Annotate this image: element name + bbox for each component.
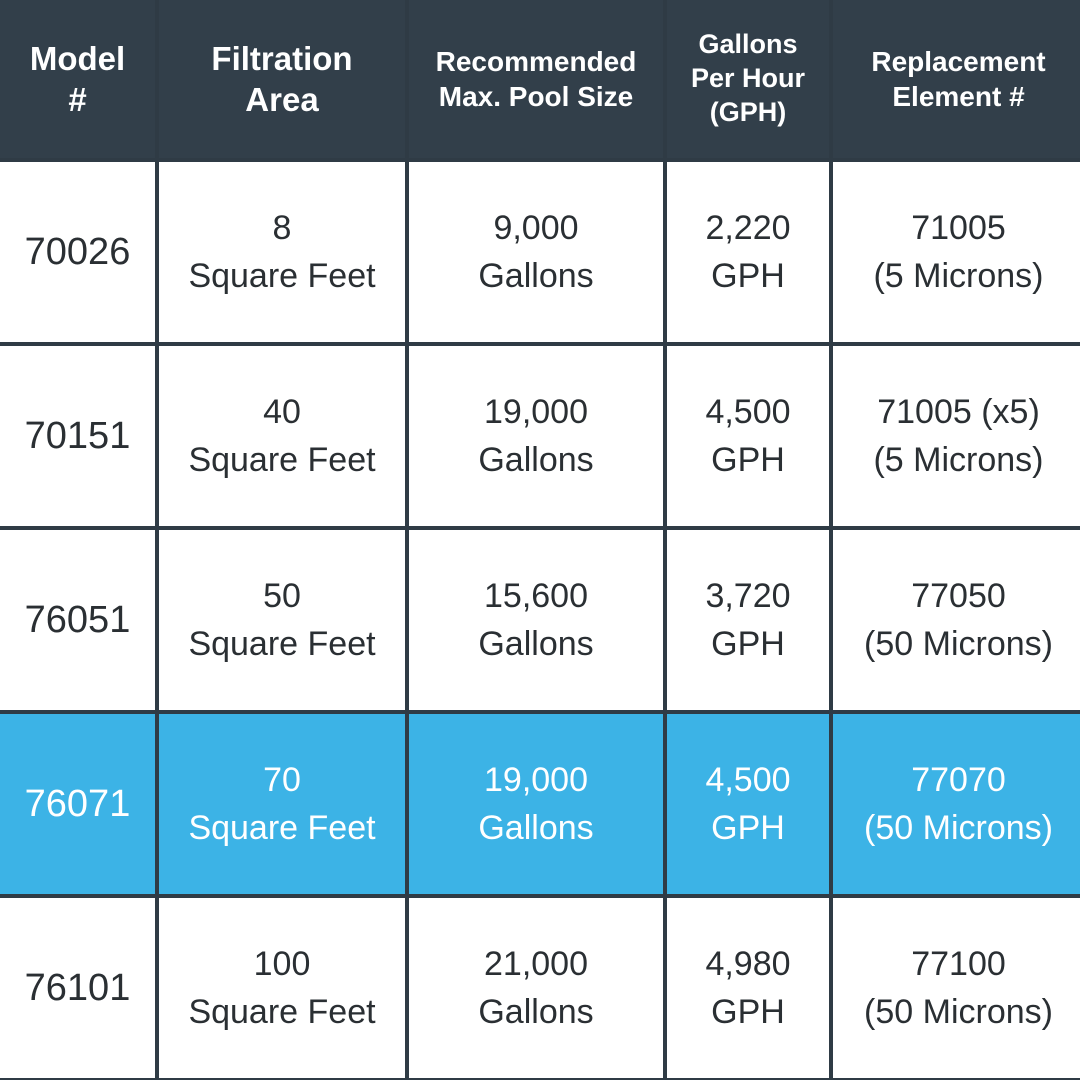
header-area-line-1: Filtration — [211, 39, 353, 77]
header-model-line-2: # — [68, 81, 87, 118]
pool-cell: 9,000 Gallons — [409, 162, 663, 342]
header-pool-line-1: Recommended — [435, 46, 637, 77]
pool-unit: Gallons — [478, 257, 594, 295]
gph-cell: 3,720 GPH — [667, 530, 829, 710]
element-cell: 77050 (50 Microns) — [833, 530, 1080, 710]
element-cell-highlighted: 77070 (50 Microns) — [833, 714, 1080, 894]
pool-unit: Gallons — [478, 441, 594, 479]
pool-value: 19,000 — [484, 392, 588, 431]
element-microns: (50 Microns) — [864, 993, 1053, 1031]
model-cell: 76101 — [0, 898, 155, 1078]
gph-unit: GPH — [711, 441, 785, 479]
header-element-line-2: Element # — [892, 81, 1025, 112]
area-cell: 100 Square Feet — [159, 898, 405, 1078]
header-filtration-area: Filtration Area — [159, 0, 405, 158]
header-gph-line-3: (GPH) — [709, 96, 787, 127]
element-cell: 71005 (x5) (5 Microns) — [833, 346, 1080, 526]
element-number: 77100 — [911, 944, 1006, 983]
model-cell: 76051 — [0, 530, 155, 710]
element-microns: (5 Microns) — [873, 441, 1044, 479]
gph-value: 4,500 — [705, 392, 791, 431]
gph-cell: 4,980 GPH — [667, 898, 829, 1078]
element-number: 77050 — [911, 576, 1006, 615]
header-gph: Gallons Per Hour (GPH) — [667, 0, 829, 158]
area-unit: Square Feet — [188, 441, 376, 479]
header-element-line-1: Replacement — [871, 46, 1046, 77]
header-gph-line-2: Per Hour — [690, 63, 806, 94]
gph-unit: GPH — [711, 993, 785, 1031]
area-value: 50 — [263, 576, 301, 615]
model-number: 76051 — [24, 598, 131, 641]
element-microns: (50 Microns) — [864, 625, 1053, 663]
area-unit: Square Feet — [188, 625, 376, 663]
area-cell-highlighted: 70 Square Feet — [159, 714, 405, 894]
header-model-line-1: Model — [29, 39, 126, 77]
area-cell: 50 Square Feet — [159, 530, 405, 710]
model-number: 70151 — [24, 414, 131, 457]
pool-cell: 15,600 Gallons — [409, 530, 663, 710]
area-value: 40 — [263, 392, 301, 431]
pool-unit: Gallons — [478, 993, 594, 1031]
element-number: 71005 — [911, 208, 1006, 247]
area-unit: Square Feet — [188, 993, 376, 1031]
header-replacement-element: Replacement Element # — [833, 0, 1080, 158]
pool-cell: 21,000 Gallons — [409, 898, 663, 1078]
model-number: 70026 — [24, 230, 131, 273]
area-value: 100 — [253, 944, 311, 983]
gph-cell: 4,500 GPH — [667, 346, 829, 526]
area-cell: 8 Square Feet — [159, 162, 405, 342]
pool-cell: 19,000 Gallons — [409, 346, 663, 526]
element-cell: 71005 (5 Microns) — [833, 162, 1080, 342]
model-cell-highlighted: 76071 — [0, 714, 155, 894]
header-model: Model # — [0, 0, 155, 158]
element-number: 77070 — [911, 760, 1006, 799]
model-number: 76101 — [24, 966, 131, 1009]
element-cell: 77100 (50 Microns) — [833, 898, 1080, 1078]
gph-unit: GPH — [711, 257, 785, 295]
gph-value: 2,220 — [705, 208, 791, 247]
pool-value: 21,000 — [484, 944, 588, 983]
area-value: 8 — [272, 208, 292, 247]
pool-cell-highlighted: 19,000 Gallons — [409, 714, 663, 894]
model-number: 76071 — [24, 782, 131, 825]
pool-unit: Gallons — [478, 625, 594, 663]
header-pool-line-2: Max. Pool Size — [438, 81, 634, 112]
header-area-line-2: Area — [245, 81, 319, 118]
gph-value: 4,500 — [705, 760, 791, 799]
model-cell: 70151 — [0, 346, 155, 526]
element-microns: (50 Microns) — [864, 809, 1053, 847]
area-unit: Square Feet — [188, 257, 376, 295]
element-number: 71005 (x5) — [877, 392, 1040, 431]
pool-value: 9,000 — [493, 208, 579, 247]
area-value: 70 — [263, 760, 301, 799]
pool-value: 15,600 — [484, 576, 588, 615]
gph-cell: 2,220 GPH — [667, 162, 829, 342]
area-unit: Square Feet — [188, 809, 376, 847]
area-cell: 40 Square Feet — [159, 346, 405, 526]
gph-unit: GPH — [711, 809, 785, 847]
gph-value: 4,980 — [705, 944, 791, 983]
pool-value: 19,000 — [484, 760, 588, 799]
gph-cell-highlighted: 4,500 GPH — [667, 714, 829, 894]
element-microns: (5 Microns) — [873, 257, 1044, 295]
model-cell: 70026 — [0, 162, 155, 342]
gph-value: 3,720 — [705, 576, 791, 615]
pool-unit: Gallons — [478, 809, 594, 847]
header-gph-line-1: Gallons — [698, 29, 798, 60]
gph-unit: GPH — [711, 625, 785, 663]
header-pool-size: Recommended Max. Pool Size — [409, 0, 663, 158]
